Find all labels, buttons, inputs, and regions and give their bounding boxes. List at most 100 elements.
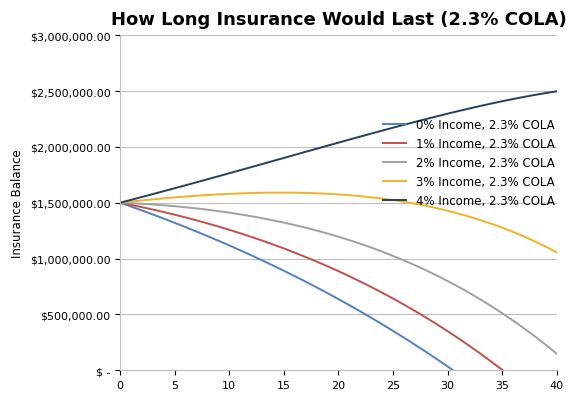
4% Income, 2.3% COLA bbox=[259, 162, 266, 167]
3% Income, 2.3% COLA bbox=[335, 192, 342, 197]
1% Income, 2.3% COLA bbox=[160, 210, 167, 215]
4% Income, 2.3% COLA bbox=[499, 99, 505, 104]
4% Income, 2.3% COLA bbox=[193, 180, 200, 185]
0% Income, 2.3% COLA bbox=[259, 258, 266, 263]
2% Income, 2.3% COLA bbox=[466, 291, 473, 296]
4% Income, 2.3% COLA bbox=[270, 159, 277, 164]
Line: 0% Income, 2.3% COLA: 0% Income, 2.3% COLA bbox=[120, 203, 557, 401]
3% Income, 2.3% COLA bbox=[368, 195, 375, 200]
2% Income, 2.3% COLA bbox=[128, 201, 135, 206]
4% Income, 2.3% COLA bbox=[542, 91, 549, 96]
0% Income, 2.3% COLA bbox=[171, 221, 178, 226]
4% Income, 2.3% COLA bbox=[553, 90, 560, 95]
Line: 3% Income, 2.3% COLA: 3% Income, 2.3% COLA bbox=[120, 193, 557, 253]
4% Income, 2.3% COLA bbox=[466, 107, 473, 111]
3% Income, 2.3% COLA bbox=[357, 194, 364, 199]
1% Income, 2.3% COLA bbox=[390, 296, 397, 301]
Line: 2% Income, 2.3% COLA: 2% Income, 2.3% COLA bbox=[120, 203, 557, 354]
2% Income, 2.3% COLA bbox=[270, 218, 277, 223]
3% Income, 2.3% COLA bbox=[509, 230, 516, 235]
3% Income, 2.3% COLA bbox=[379, 197, 386, 202]
2% Income, 2.3% COLA bbox=[204, 208, 211, 213]
0% Income, 2.3% COLA bbox=[390, 329, 397, 334]
0% Income, 2.3% COLA bbox=[117, 201, 124, 206]
2% Income, 2.3% COLA bbox=[434, 273, 440, 278]
4% Income, 2.3% COLA bbox=[281, 156, 288, 161]
3% Income, 2.3% COLA bbox=[226, 192, 233, 197]
2% Income, 2.3% COLA bbox=[193, 207, 200, 211]
2% Income, 2.3% COLA bbox=[302, 226, 309, 231]
4% Income, 2.3% COLA bbox=[128, 198, 135, 203]
4% Income, 2.3% COLA bbox=[160, 189, 167, 194]
1% Income, 2.3% COLA bbox=[531, 394, 538, 399]
1% Income, 2.3% COLA bbox=[182, 215, 189, 220]
2% Income, 2.3% COLA bbox=[455, 285, 462, 290]
3% Income, 2.3% COLA bbox=[150, 197, 156, 202]
2% Income, 2.3% COLA bbox=[281, 221, 288, 225]
1% Income, 2.3% COLA bbox=[434, 322, 440, 327]
1% Income, 2.3% COLA bbox=[346, 274, 353, 279]
1% Income, 2.3% COLA bbox=[171, 213, 178, 218]
3% Income, 2.3% COLA bbox=[553, 250, 560, 255]
Title: How Long Insurance Would Last (2.3% COLA): How Long Insurance Would Last (2.3% COLA… bbox=[110, 11, 566, 29]
4% Income, 2.3% COLA bbox=[434, 115, 440, 119]
0% Income, 2.3% COLA bbox=[226, 243, 233, 248]
0% Income, 2.3% COLA bbox=[281, 269, 288, 273]
3% Income, 2.3% COLA bbox=[324, 192, 331, 196]
0% Income, 2.3% COLA bbox=[215, 239, 222, 243]
0% Income, 2.3% COLA bbox=[150, 213, 156, 217]
Line: 1% Income, 2.3% COLA: 1% Income, 2.3% COLA bbox=[120, 203, 557, 401]
1% Income, 2.3% COLA bbox=[292, 251, 298, 255]
1% Income, 2.3% COLA bbox=[215, 225, 222, 229]
0% Income, 2.3% COLA bbox=[335, 297, 342, 302]
2% Income, 2.3% COLA bbox=[444, 279, 451, 284]
0% Income, 2.3% COLA bbox=[444, 364, 451, 369]
4% Income, 2.3% COLA bbox=[226, 171, 233, 176]
1% Income, 2.3% COLA bbox=[455, 336, 462, 341]
4% Income, 2.3% COLA bbox=[455, 109, 462, 114]
2% Income, 2.3% COLA bbox=[368, 245, 375, 250]
4% Income, 2.3% COLA bbox=[150, 192, 156, 197]
1% Income, 2.3% COLA bbox=[237, 231, 244, 236]
0% Income, 2.3% COLA bbox=[128, 205, 135, 209]
1% Income, 2.3% COLA bbox=[128, 203, 135, 208]
2% Income, 2.3% COLA bbox=[379, 249, 386, 254]
2% Income, 2.3% COLA bbox=[324, 231, 331, 236]
1% Income, 2.3% COLA bbox=[302, 255, 309, 260]
1% Income, 2.3% COLA bbox=[248, 235, 255, 240]
3% Income, 2.3% COLA bbox=[423, 204, 430, 209]
1% Income, 2.3% COLA bbox=[466, 344, 473, 348]
0% Income, 2.3% COLA bbox=[324, 291, 331, 296]
1% Income, 2.3% COLA bbox=[335, 269, 342, 274]
2% Income, 2.3% COLA bbox=[182, 205, 189, 210]
4% Income, 2.3% COLA bbox=[368, 132, 375, 137]
3% Income, 2.3% COLA bbox=[488, 222, 494, 227]
2% Income, 2.3% COLA bbox=[248, 214, 255, 219]
0% Income, 2.3% COLA bbox=[346, 303, 353, 308]
4% Income, 2.3% COLA bbox=[488, 102, 494, 107]
2% Income, 2.3% COLA bbox=[346, 238, 353, 243]
2% Income, 2.3% COLA bbox=[531, 334, 538, 339]
4% Income, 2.3% COLA bbox=[412, 120, 419, 125]
4% Income, 2.3% COLA bbox=[237, 168, 244, 173]
4% Income, 2.3% COLA bbox=[520, 95, 527, 100]
3% Income, 2.3% COLA bbox=[390, 198, 397, 203]
3% Income, 2.3% COLA bbox=[281, 191, 288, 196]
2% Income, 2.3% COLA bbox=[423, 268, 430, 273]
2% Income, 2.3% COLA bbox=[335, 235, 342, 239]
2% Income, 2.3% COLA bbox=[401, 258, 408, 263]
2% Income, 2.3% COLA bbox=[313, 229, 320, 233]
3% Income, 2.3% COLA bbox=[531, 239, 538, 244]
2% Income, 2.3% COLA bbox=[553, 352, 560, 356]
1% Income, 2.3% COLA bbox=[368, 285, 375, 290]
1% Income, 2.3% COLA bbox=[281, 247, 288, 251]
2% Income, 2.3% COLA bbox=[390, 254, 397, 259]
1% Income, 2.3% COLA bbox=[226, 228, 233, 233]
3% Income, 2.3% COLA bbox=[434, 206, 440, 211]
3% Income, 2.3% COLA bbox=[346, 193, 353, 198]
0% Income, 2.3% COLA bbox=[160, 217, 167, 221]
4% Income, 2.3% COLA bbox=[139, 195, 145, 200]
3% Income, 2.3% COLA bbox=[292, 191, 298, 196]
0% Income, 2.3% COLA bbox=[302, 279, 309, 284]
0% Income, 2.3% COLA bbox=[488, 396, 494, 401]
